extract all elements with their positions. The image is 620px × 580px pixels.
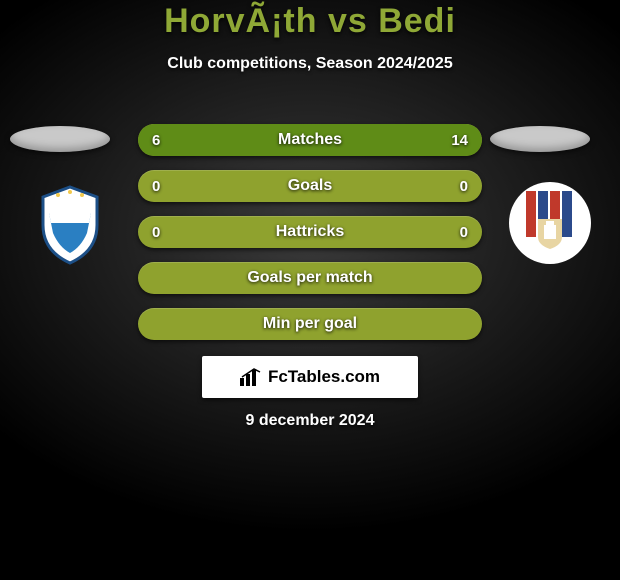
stat-row: Hattricks0 0 (138, 216, 482, 248)
stat-label: Min per goal (138, 308, 482, 340)
stat-value-left: 0 (152, 216, 160, 248)
player-left-silhouette (10, 126, 110, 152)
bar-chart-icon (240, 368, 262, 386)
stripe-shield-icon (508, 181, 592, 265)
brand-text: FcTables.com (268, 367, 380, 387)
stat-value-right: 0 (460, 216, 468, 248)
stat-label: Goals (138, 170, 482, 202)
stat-value-left: 6 (152, 124, 160, 156)
stat-row: Min per goal (138, 308, 482, 340)
shield-icon (35, 185, 105, 265)
stat-value-left: 0 (152, 170, 160, 202)
comparison-title: HorvÃ¡th vs Bedi (0, 2, 620, 41)
brand-box: FcTables.com (202, 356, 418, 398)
stat-label: Goals per match (138, 262, 482, 294)
stat-row: Matches6 14 (138, 124, 482, 156)
club-badge-left (23, 178, 117, 272)
club-badge-right (508, 181, 592, 265)
player-right-silhouette (490, 126, 590, 152)
generated-date: 9 december 2024 (0, 412, 620, 430)
stat-row: Goals0 0 (138, 170, 482, 202)
comparison-subtitle: Club competitions, Season 2024/2025 (0, 55, 620, 73)
stat-value-right: 0 (460, 170, 468, 202)
stat-row: Goals per match (138, 262, 482, 294)
stat-value-right: 14 (451, 124, 468, 156)
stat-label: Hattricks (138, 216, 482, 248)
stats-bars: Matches614Goals00Hattricks00Goals per ma… (138, 124, 482, 354)
stat-label: Matches (138, 124, 482, 156)
